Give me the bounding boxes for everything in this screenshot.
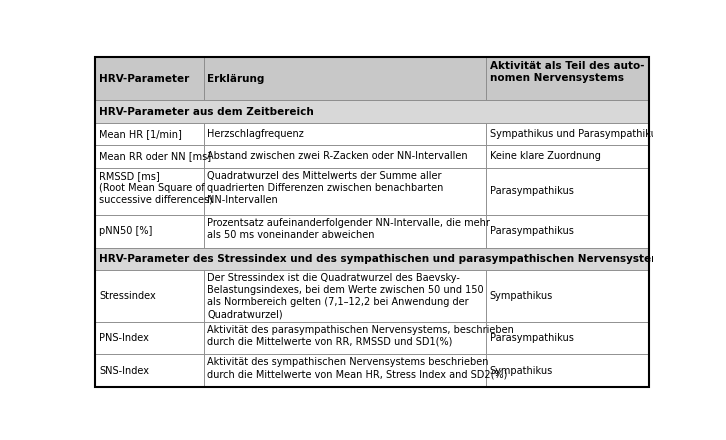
Text: HRV-Parameter des Stressindex und des sympathischen und parasympathischen Nerven: HRV-Parameter des Stressindex und des sy… bbox=[99, 254, 669, 264]
Bar bbox=[486, 322, 649, 354]
Bar bbox=[203, 215, 486, 248]
Text: Quadratwurzel des Mittelwerts der Summe aller
quadrierten Differenzen zwischen b: Quadratwurzel des Mittelwerts der Summe … bbox=[208, 171, 444, 205]
Bar bbox=[203, 123, 486, 145]
Text: RMSSD [ms]
(Root Mean Square of
successive differences): RMSSD [ms] (Root Mean Square of successi… bbox=[99, 171, 213, 205]
Text: Parasympathikus: Parasympathikus bbox=[489, 226, 574, 236]
Text: Aktivität des parasympathischen Nervensystems, beschrieben
durch die Mittelwerte: Aktivität des parasympathischen Nervensy… bbox=[208, 325, 514, 347]
Bar bbox=[95, 57, 203, 100]
Bar bbox=[203, 354, 486, 387]
Bar bbox=[203, 270, 486, 322]
Bar bbox=[486, 215, 649, 248]
Text: Keine klare Zuordnung: Keine klare Zuordnung bbox=[489, 151, 600, 161]
Bar bbox=[203, 57, 486, 100]
Bar bbox=[203, 322, 486, 354]
Text: Sympathikus: Sympathikus bbox=[489, 366, 552, 376]
Bar bbox=[95, 248, 649, 270]
Text: Der Stressindex ist die Quadratwurzel des Baevsky-
Belastungsindexes, bei dem We: Der Stressindex ist die Quadratwurzel de… bbox=[208, 273, 484, 319]
Bar bbox=[95, 270, 203, 322]
Bar bbox=[203, 145, 486, 168]
Text: Parasympathikus: Parasympathikus bbox=[489, 333, 574, 343]
Text: Sympathikus: Sympathikus bbox=[489, 291, 552, 301]
Bar bbox=[95, 354, 203, 387]
Text: Aktivität des sympathischen Nervensystems beschrieben
durch die Mittelwerte von : Aktivität des sympathischen Nervensystem… bbox=[208, 357, 508, 379]
Bar bbox=[95, 168, 203, 215]
Text: Sympathikus und Parasympathikus: Sympathikus und Parasympathikus bbox=[489, 129, 661, 139]
Bar bbox=[95, 123, 203, 145]
Text: PNS-Index: PNS-Index bbox=[99, 333, 149, 343]
Bar bbox=[95, 322, 203, 354]
Bar bbox=[486, 168, 649, 215]
Bar bbox=[486, 123, 649, 145]
Bar bbox=[486, 270, 649, 322]
Text: HRV-Parameter aus dem Zeitbereich: HRV-Parameter aus dem Zeitbereich bbox=[99, 106, 314, 117]
Text: Mean HR [1/min]: Mean HR [1/min] bbox=[99, 129, 182, 139]
Bar bbox=[95, 145, 203, 168]
Bar bbox=[203, 168, 486, 215]
Text: SNS-Index: SNS-Index bbox=[99, 366, 150, 376]
Text: Abstand zwischen zwei R-Zacken oder NN-Intervallen: Abstand zwischen zwei R-Zacken oder NN-I… bbox=[208, 151, 468, 161]
Text: Parasympathikus: Parasympathikus bbox=[489, 186, 574, 196]
Text: Erklärung: Erklärung bbox=[208, 74, 265, 84]
Text: HRV-Parameter: HRV-Parameter bbox=[99, 74, 189, 84]
Bar bbox=[95, 215, 203, 248]
Text: Mean RR oder NN [ms]: Mean RR oder NN [ms] bbox=[99, 151, 211, 161]
Bar bbox=[486, 57, 649, 100]
Bar bbox=[486, 354, 649, 387]
Text: Prozentsatz aufeinanderfolgender NN-Intervalle, die mehr
als 50 ms voneinander a: Prozentsatz aufeinanderfolgender NN-Inte… bbox=[208, 218, 490, 240]
Bar bbox=[95, 100, 649, 123]
Text: Herzschlagfrequenz: Herzschlagfrequenz bbox=[208, 129, 304, 139]
Text: Stressindex: Stressindex bbox=[99, 291, 156, 301]
Text: pNN50 [%]: pNN50 [%] bbox=[99, 226, 152, 236]
Text: Aktivität als Teil des auto-
nomen Nervensystems: Aktivität als Teil des auto- nomen Nerve… bbox=[489, 61, 644, 83]
Bar bbox=[486, 145, 649, 168]
